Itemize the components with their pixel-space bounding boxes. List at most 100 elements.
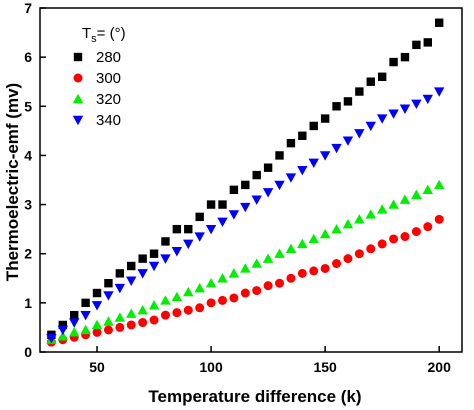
data-point-340 [217,217,228,227]
data-point-320 [91,319,103,330]
data-point-300 [389,234,399,244]
y-axis-title: Thermoelectric-emf (mv) [3,83,22,281]
data-point-280 [377,72,387,81]
legend-label-300: 300 [96,70,121,87]
data-point-300 [149,315,159,325]
data-point-300 [240,288,250,298]
data-point-300 [400,232,410,242]
data-point-280 [263,163,273,172]
data-point-340 [160,254,171,264]
data-point-340 [376,114,388,124]
data-point-320 [433,179,445,190]
data-point-320 [331,223,342,234]
data-point-300 [286,273,296,283]
data-point-320 [365,209,376,219]
legend-marker-280 [73,52,83,62]
data-point-340 [433,87,445,97]
data-point-340 [251,195,262,205]
data-point-280 [423,38,432,47]
data-point-320 [251,258,262,268]
y-tick-label: 5 [24,98,32,114]
x-tick-label: 50 [89,359,105,375]
data-point-340 [411,99,422,110]
data-point-320 [262,253,274,263]
data-point-340 [274,180,285,191]
data-point-340 [308,158,319,168]
data-point-340 [399,104,411,114]
data-point-340 [342,136,354,146]
y-tick-label: 7 [24,0,32,16]
data-point-300 [252,286,262,296]
data-point-280 [332,102,341,111]
data-point-300 [115,322,125,332]
data-point-300 [434,214,444,224]
data-point-280 [298,131,307,140]
legend-title-main: T [82,25,91,42]
data-point-280 [218,200,227,209]
y-tick-label: 0 [24,344,32,360]
data-point-280 [400,52,410,62]
data-point-300 [126,320,136,330]
data-point-320 [205,278,217,288]
data-point-320 [126,308,137,318]
data-point-340 [354,129,365,139]
data-point-280 [343,97,353,106]
data-point-300 [183,305,193,315]
data-point-280 [229,185,239,195]
data-point-340 [240,202,251,213]
data-point-300 [411,227,421,237]
data-point-300 [423,222,433,232]
data-point-320 [69,327,80,337]
data-point-320 [217,273,228,283]
data-point-320 [183,286,194,297]
data-point-280 [252,170,261,180]
data-point-300 [92,327,102,337]
data-point-280 [115,269,125,278]
data-point-300 [195,303,205,313]
data-point-280 [149,249,159,258]
legend-label-340: 340 [96,112,121,129]
data-point-340 [319,151,331,161]
x-tick-label: 100 [199,359,223,375]
data-point-340 [148,261,160,272]
data-point-320 [103,316,114,326]
data-point-300 [275,278,285,288]
data-point-320 [80,324,91,335]
data-point-320 [285,243,297,253]
data-point-340 [194,232,205,242]
data-point-300 [332,259,342,269]
data-point-340 [228,210,240,220]
data-point-340 [171,247,183,257]
data-point-340 [183,239,194,250]
data-point-340 [285,173,297,183]
data-point-320 [342,219,354,229]
data-point-280 [206,200,216,209]
data-point-340 [80,310,91,321]
legend-marker-300 [73,73,83,83]
data-point-300 [172,308,182,318]
x-tick-label: 200 [428,359,452,375]
data-point-280 [104,279,113,288]
data-point-320 [114,312,126,322]
data-point-320 [422,184,433,195]
data-point-280 [81,298,90,308]
y-tick-label: 6 [24,49,32,65]
data-point-280 [195,212,204,222]
data-point-300 [366,244,376,254]
data-point-320 [388,199,399,209]
data-point-280 [70,310,79,320]
data-point-320 [297,238,308,249]
data-point-340 [137,269,148,279]
data-point-280 [309,121,318,131]
legend-label-280: 280 [96,49,121,66]
data-point-320 [274,248,285,258]
data-point-340 [205,224,217,235]
data-point-280 [389,57,398,67]
data-point-280 [434,18,444,27]
y-tick-label: 1 [24,295,32,311]
data-point-340 [91,301,103,311]
data-point-300 [160,310,170,320]
data-point-300 [206,298,216,308]
data-point-280 [286,138,296,148]
legend-marker-340 [72,115,84,126]
